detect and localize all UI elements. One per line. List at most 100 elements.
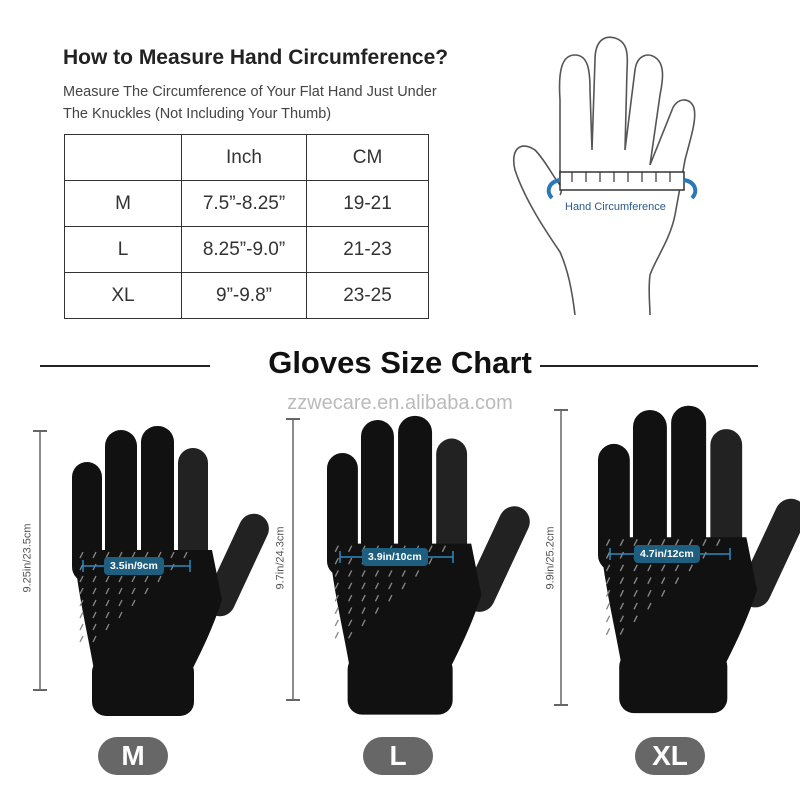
grip-pattern	[388, 582, 393, 590]
grip-pattern	[647, 539, 652, 546]
glove-ring-finger	[360, 420, 394, 575]
grip-pattern	[92, 551, 97, 559]
grip-pattern	[92, 575, 97, 583]
grip-pattern	[605, 602, 611, 610]
grip-pattern	[348, 594, 353, 602]
grip-pattern	[674, 539, 680, 546]
glove-cuff	[347, 654, 453, 715]
glove-thumb	[739, 498, 800, 608]
grip-pattern	[79, 587, 84, 595]
divider-right	[540, 365, 758, 367]
grip-pattern	[633, 589, 638, 597]
glove-l	[327, 415, 530, 715]
glove-thumb	[464, 506, 530, 612]
grip-pattern	[92, 611, 97, 619]
grip-pattern	[131, 587, 136, 595]
glove-index-finger	[178, 448, 208, 578]
grip-pattern	[441, 545, 447, 553]
grip-pattern	[605, 577, 611, 585]
glove-index-finger	[436, 438, 468, 573]
size-cell: XL	[64, 272, 182, 319]
inch-cell: 7.5”-8.25”	[181, 180, 307, 227]
grip-pattern	[388, 570, 393, 577]
grip-pattern	[674, 564, 680, 572]
measure-title: How to Measure Hand Circumference?	[63, 46, 449, 69]
grip-pattern	[633, 615, 638, 623]
glove-ring-finger	[105, 430, 137, 580]
glove-index-finger	[710, 429, 743, 567]
cm-cell: 19-21	[306, 180, 429, 227]
grip-pattern	[605, 551, 611, 559]
grip-pattern	[619, 602, 625, 610]
grip-pattern	[647, 589, 652, 597]
grip-pattern	[401, 582, 406, 590]
grip-pattern	[361, 619, 366, 627]
grip-pattern	[334, 594, 339, 602]
grip-pattern	[105, 611, 110, 619]
grip-pattern	[334, 557, 339, 565]
grip-pattern	[131, 575, 136, 583]
grip-pattern	[647, 577, 652, 585]
measuring-tape-icon	[546, 171, 698, 200]
grip-pattern	[170, 551, 175, 559]
grip-pattern	[348, 631, 353, 639]
grip-pattern	[605, 628, 611, 636]
grip-pattern	[605, 589, 611, 597]
measure-instruction-line-2: The Knuckles (Not Including Your Thumb)	[63, 106, 332, 122]
grip-pattern	[401, 570, 406, 577]
grip-pattern	[660, 589, 666, 597]
grip-pattern	[388, 594, 393, 602]
grip-pattern	[361, 607, 366, 614]
grip-pattern	[619, 628, 625, 636]
grip-pattern	[414, 570, 420, 577]
grip-pattern	[688, 564, 693, 572]
table-row: XL 9”-9.8” 23-25	[64, 272, 429, 319]
grip-pattern	[183, 551, 188, 559]
grip-pattern	[348, 545, 353, 553]
grip-pattern	[633, 564, 638, 572]
grip-pattern	[619, 577, 625, 585]
glove-middle-finger	[398, 415, 433, 571]
table-row: M 7.5”-8.25” 19-21	[64, 180, 429, 227]
grip-pattern	[348, 607, 353, 614]
header-cell: CM	[306, 134, 429, 181]
grip-pattern	[105, 575, 110, 583]
grip-pattern	[118, 587, 123, 595]
grip-pattern	[118, 599, 123, 607]
grip-pattern	[660, 539, 666, 546]
m-width-label: 3.5in/9cm	[104, 557, 164, 575]
divider-left	[40, 365, 210, 367]
grip-pattern	[702, 539, 707, 546]
grip-pattern	[118, 611, 123, 619]
grip-pattern	[633, 602, 638, 610]
grip-pattern	[92, 635, 97, 643]
grip-pattern	[79, 611, 84, 619]
grip-pattern	[702, 551, 707, 559]
cm-cell: 21-23	[306, 226, 429, 273]
grip-pattern	[605, 564, 611, 572]
grip-pattern	[688, 539, 693, 546]
grip-pattern	[334, 545, 339, 553]
grip-pattern	[79, 635, 84, 643]
grip-pattern	[170, 563, 175, 571]
glove-ring-finger	[632, 410, 667, 569]
grip-pattern	[334, 619, 339, 627]
grip-pattern	[374, 607, 380, 614]
glove-xl	[598, 405, 800, 714]
grip-pattern	[660, 577, 666, 585]
inch-cell: 9”-9.8”	[181, 272, 307, 319]
glove-cuff	[619, 651, 728, 714]
grip-pattern	[374, 570, 380, 577]
size-table: Inch CM M 7.5”-8.25” 19-21 L 8.25”-9.0” …	[64, 134, 429, 319]
l-width-label: 3.9in/10cm	[362, 548, 428, 566]
grip-pattern	[118, 575, 123, 583]
grip-pattern	[334, 607, 339, 614]
grip-pattern	[605, 539, 611, 546]
grip-pattern	[428, 545, 433, 553]
grip-pattern	[92, 563, 97, 571]
grip-pattern	[619, 551, 625, 559]
grip-pattern	[674, 577, 680, 585]
grip-pattern	[660, 564, 666, 572]
glove-m	[72, 426, 269, 716]
